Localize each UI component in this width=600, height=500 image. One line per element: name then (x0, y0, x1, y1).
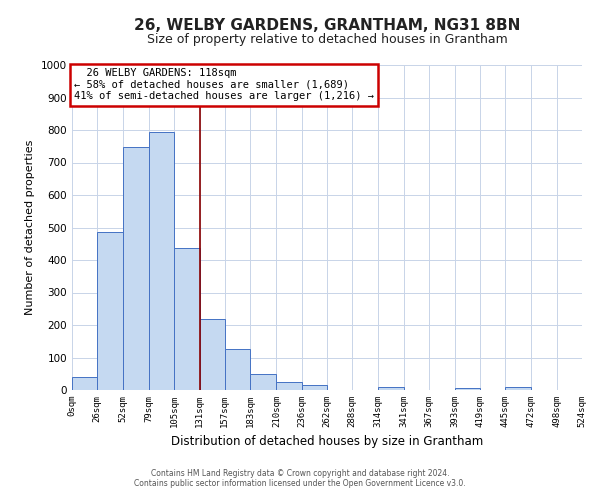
Bar (302, 385, 327, 390)
Bar (277, 382, 302, 390)
Bar (199, 318, 225, 390)
X-axis label: Distribution of detached houses by size in Grantham: Distribution of detached houses by size … (171, 436, 483, 448)
Text: 26 WELBY GARDENS: 118sqm
← 58% of detached houses are smaller (1,689)
41% of sem: 26 WELBY GARDENS: 118sqm ← 58% of detach… (74, 68, 374, 102)
Bar (250, 374, 277, 390)
Bar (505, 388, 532, 390)
Text: Size of property relative to detached houses in Grantham: Size of property relative to detached ho… (146, 32, 508, 46)
Bar (149, 132, 174, 390)
Bar (122, 147, 149, 390)
Bar (97, 232, 122, 390)
Text: Contains public sector information licensed under the Open Government Licence v3: Contains public sector information licen… (134, 478, 466, 488)
Text: Contains HM Land Registry data © Crown copyright and database right 2024.: Contains HM Land Registry data © Crown c… (151, 468, 449, 477)
Bar (225, 350, 250, 390)
Y-axis label: Number of detached properties: Number of detached properties (25, 140, 35, 315)
Bar (377, 387, 404, 390)
Bar (72, 377, 97, 390)
Bar (455, 388, 480, 390)
Bar (174, 248, 200, 390)
Text: 26, WELBY GARDENS, GRANTHAM, NG31 8BN: 26, WELBY GARDENS, GRANTHAM, NG31 8BN (134, 18, 520, 32)
